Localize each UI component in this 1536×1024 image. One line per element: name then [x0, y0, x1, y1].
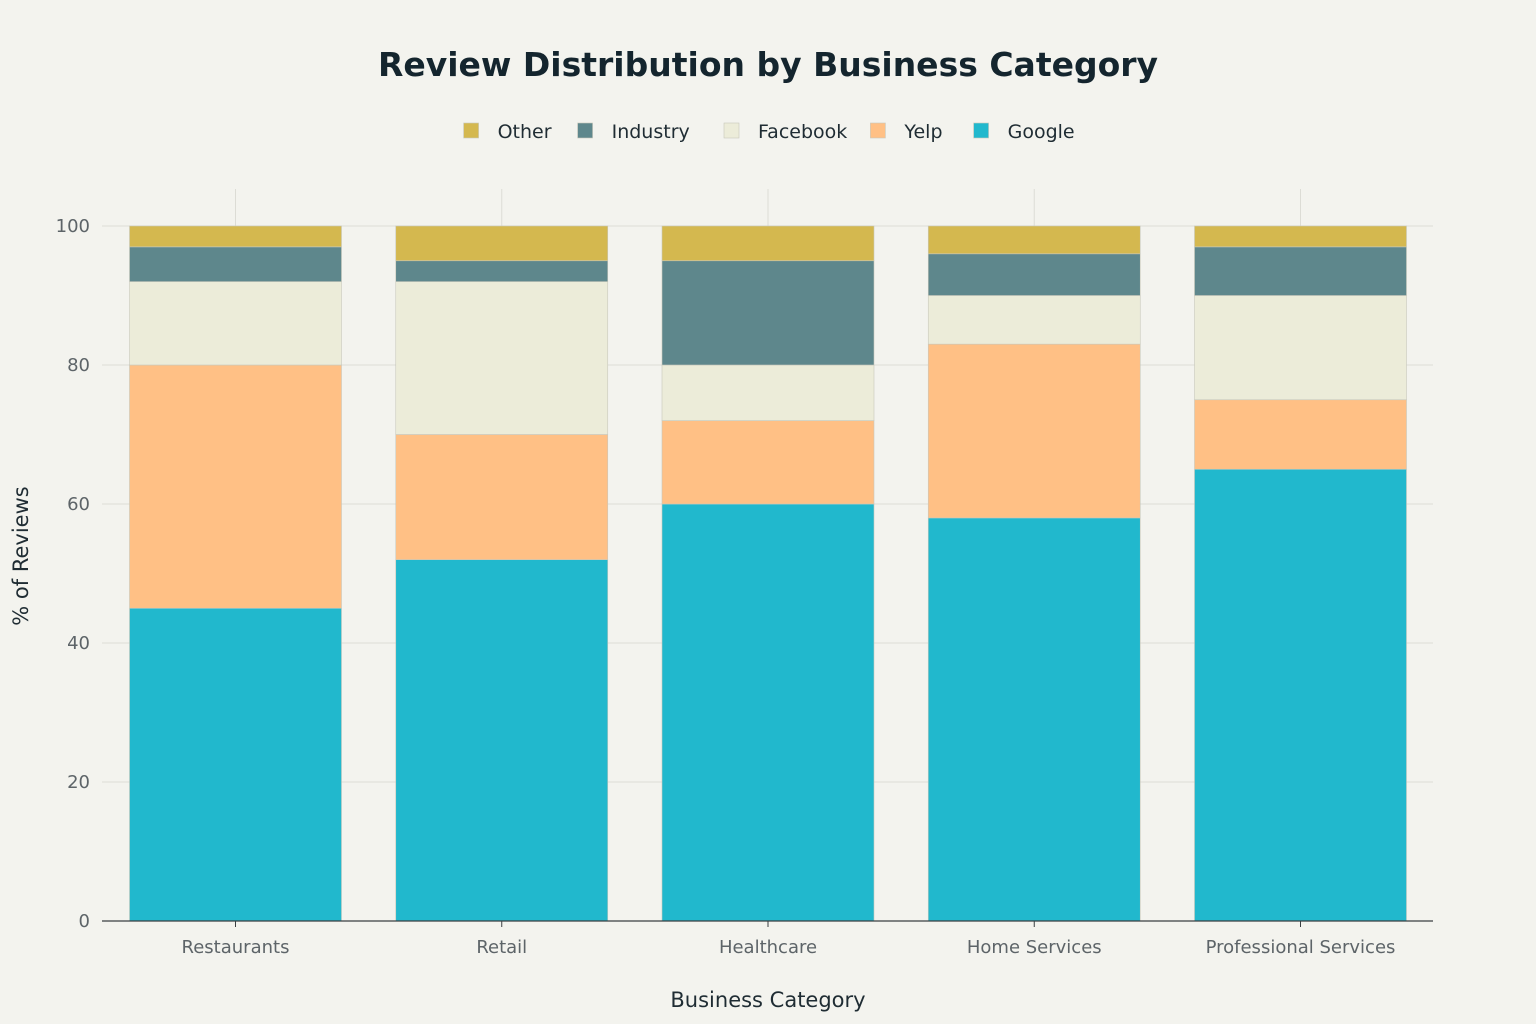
y-tick-label: 40: [67, 633, 90, 654]
bar-group-professional-services: [1194, 225, 1407, 922]
legend-swatch-google: [973, 122, 989, 139]
y-tick-label: 0: [79, 911, 90, 932]
legend-label-industry: Industry: [612, 121, 690, 143]
bar-yelp-home-services: [927, 343, 1141, 519]
legend-item-facebook: Facebook: [723, 121, 847, 143]
bar-group-home-services: [927, 225, 1141, 922]
bar-google-healthcare: [661, 503, 875, 922]
bar-other-restaurants: [129, 225, 342, 248]
x-tick-label-professional-services: Professional Services: [1206, 937, 1396, 958]
bar-industry-retail: [395, 260, 609, 282]
legend-item-yelp: Yelp: [870, 121, 943, 143]
y-tick-label: 20: [67, 772, 90, 793]
y-tick-label: 60: [67, 494, 90, 515]
legend-label-yelp: Yelp: [903, 121, 942, 143]
legend-label-facebook: Facebook: [758, 121, 847, 143]
bar-yelp-healthcare: [661, 420, 875, 505]
legend-item-other: Other: [463, 121, 552, 143]
bar-google-professional-services: [1194, 468, 1407, 922]
bar-yelp-retail: [395, 434, 609, 560]
bar-facebook-restaurants: [129, 281, 342, 366]
bar-google-home-services: [927, 517, 1141, 922]
legend-item-industry: Industry: [577, 121, 690, 143]
y-tick-label: 80: [67, 355, 90, 376]
x-axis-title: Business Category: [670, 988, 865, 1012]
bar-facebook-retail: [395, 281, 609, 435]
chart-title: Review Distribution by Business Category: [378, 45, 1158, 84]
legend-label-other: Other: [498, 121, 552, 143]
y-tick-label: 100: [56, 216, 90, 237]
legend-label-google: Google: [1008, 121, 1075, 143]
bars: [129, 225, 1407, 922]
bar-yelp-professional-services: [1194, 399, 1407, 470]
bar-facebook-home-services: [927, 295, 1141, 345]
y-axis-ticks: 0 20 40 60 80 100: [56, 216, 90, 932]
x-tick-label-healthcare: Healthcare: [719, 937, 817, 958]
bar-other-home-services: [927, 225, 1141, 255]
legend-swatch-facebook: [723, 122, 740, 139]
x-tick-label-home-services: Home Services: [967, 937, 1102, 958]
bar-group-retail: [395, 225, 609, 922]
bar-industry-professional-services: [1194, 246, 1407, 296]
x-tick-label-restaurants: Restaurants: [182, 937, 290, 958]
legend-swatch-yelp: [870, 122, 886, 139]
y-axis-title: % of Reviews: [9, 486, 33, 625]
bar-facebook-healthcare: [661, 364, 875, 421]
bar-other-retail: [395, 225, 609, 262]
bar-industry-restaurants: [129, 246, 342, 282]
legend: Other Industry Facebook Yelp Google: [463, 121, 1075, 143]
bar-google-restaurants: [129, 607, 342, 922]
bar-group-restaurants: [129, 225, 342, 922]
bar-facebook-professional-services: [1194, 295, 1407, 401]
bar-industry-home-services: [927, 253, 1141, 296]
x-tick-label-retail: Retail: [476, 937, 527, 958]
legend-swatch-industry: [577, 122, 593, 139]
bar-group-healthcare: [661, 225, 875, 922]
bar-other-professional-services: [1194, 225, 1407, 248]
legend-swatch-other: [463, 122, 479, 139]
bar-google-retail: [395, 559, 609, 922]
bar-other-healthcare: [661, 225, 875, 262]
bar-yelp-restaurants: [129, 364, 342, 609]
x-axis-ticks: Restaurants Retail Healthcare Home Services…: [182, 921, 1396, 958]
legend-item-google: Google: [973, 121, 1075, 143]
bar-industry-healthcare: [661, 260, 875, 366]
